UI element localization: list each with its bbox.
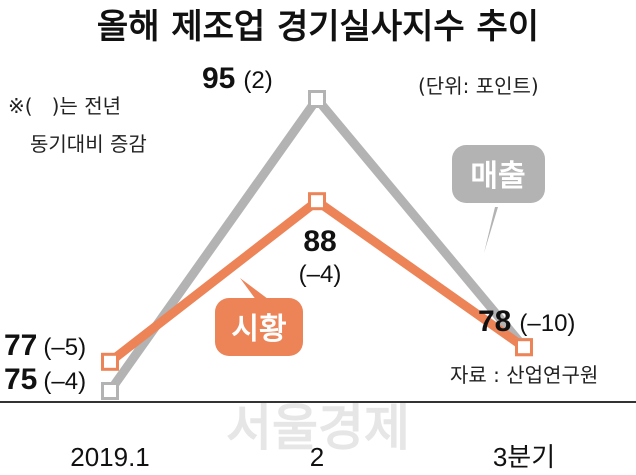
watermark-text: 서울경제 xyxy=(226,399,410,457)
sales-label-2019-1: 75 (–4) xyxy=(4,363,86,396)
market-marker-2 xyxy=(515,338,533,357)
sales-series-label: 매출 xyxy=(470,159,525,194)
market-value-2: 88 xyxy=(303,225,336,258)
sales-marker-0 xyxy=(101,382,119,400)
source-label: 자료 : 산업연구원 xyxy=(450,363,598,387)
sales-badge-box xyxy=(452,145,545,203)
sales-badge-pointer xyxy=(484,207,498,253)
market-marker-1 xyxy=(308,192,326,211)
x-tick-label-2019-1: 2019.1 xyxy=(70,442,150,472)
sales-label-q3: 78 (–10) xyxy=(478,305,575,338)
chart-title: 올해 제조업 경기실사지수 추이 xyxy=(97,7,539,47)
market-value-2019-1: 77 xyxy=(4,329,37,362)
market-series-label: 시황 xyxy=(231,312,286,347)
sales-marker-1 xyxy=(308,90,326,108)
sales-change-2: (2) xyxy=(243,67,272,94)
sales-label-2: 95 (2) xyxy=(202,62,273,95)
sales-series-badge: 매출 xyxy=(452,145,545,253)
sales-value-2019-1: 75 xyxy=(4,363,37,396)
market-badge-box xyxy=(215,298,303,356)
sales-value-q3: 78 xyxy=(478,305,511,338)
market-label-2019-1: 77 (–5) xyxy=(4,329,86,362)
markers xyxy=(101,90,533,400)
sales-value-2: 95 xyxy=(202,62,235,95)
market-change-2: (–4) xyxy=(299,261,342,288)
note-line-1: ※( )는 전년 xyxy=(8,94,121,118)
market-marker-0 xyxy=(101,352,119,371)
sales-change-q3: (–10) xyxy=(519,310,575,337)
x-tick-label-q3: 3분기 xyxy=(493,442,555,472)
sales-change-2019-1: (–4) xyxy=(43,368,86,395)
x-tick-label-2: 2 xyxy=(310,442,324,472)
market-series-badge: 시황 xyxy=(215,278,303,356)
unit-label: (단위: 포인트) xyxy=(418,74,539,98)
market-change-2019-1: (–5) xyxy=(43,334,86,361)
note-line-2: 동기대비 증감 xyxy=(30,132,147,156)
